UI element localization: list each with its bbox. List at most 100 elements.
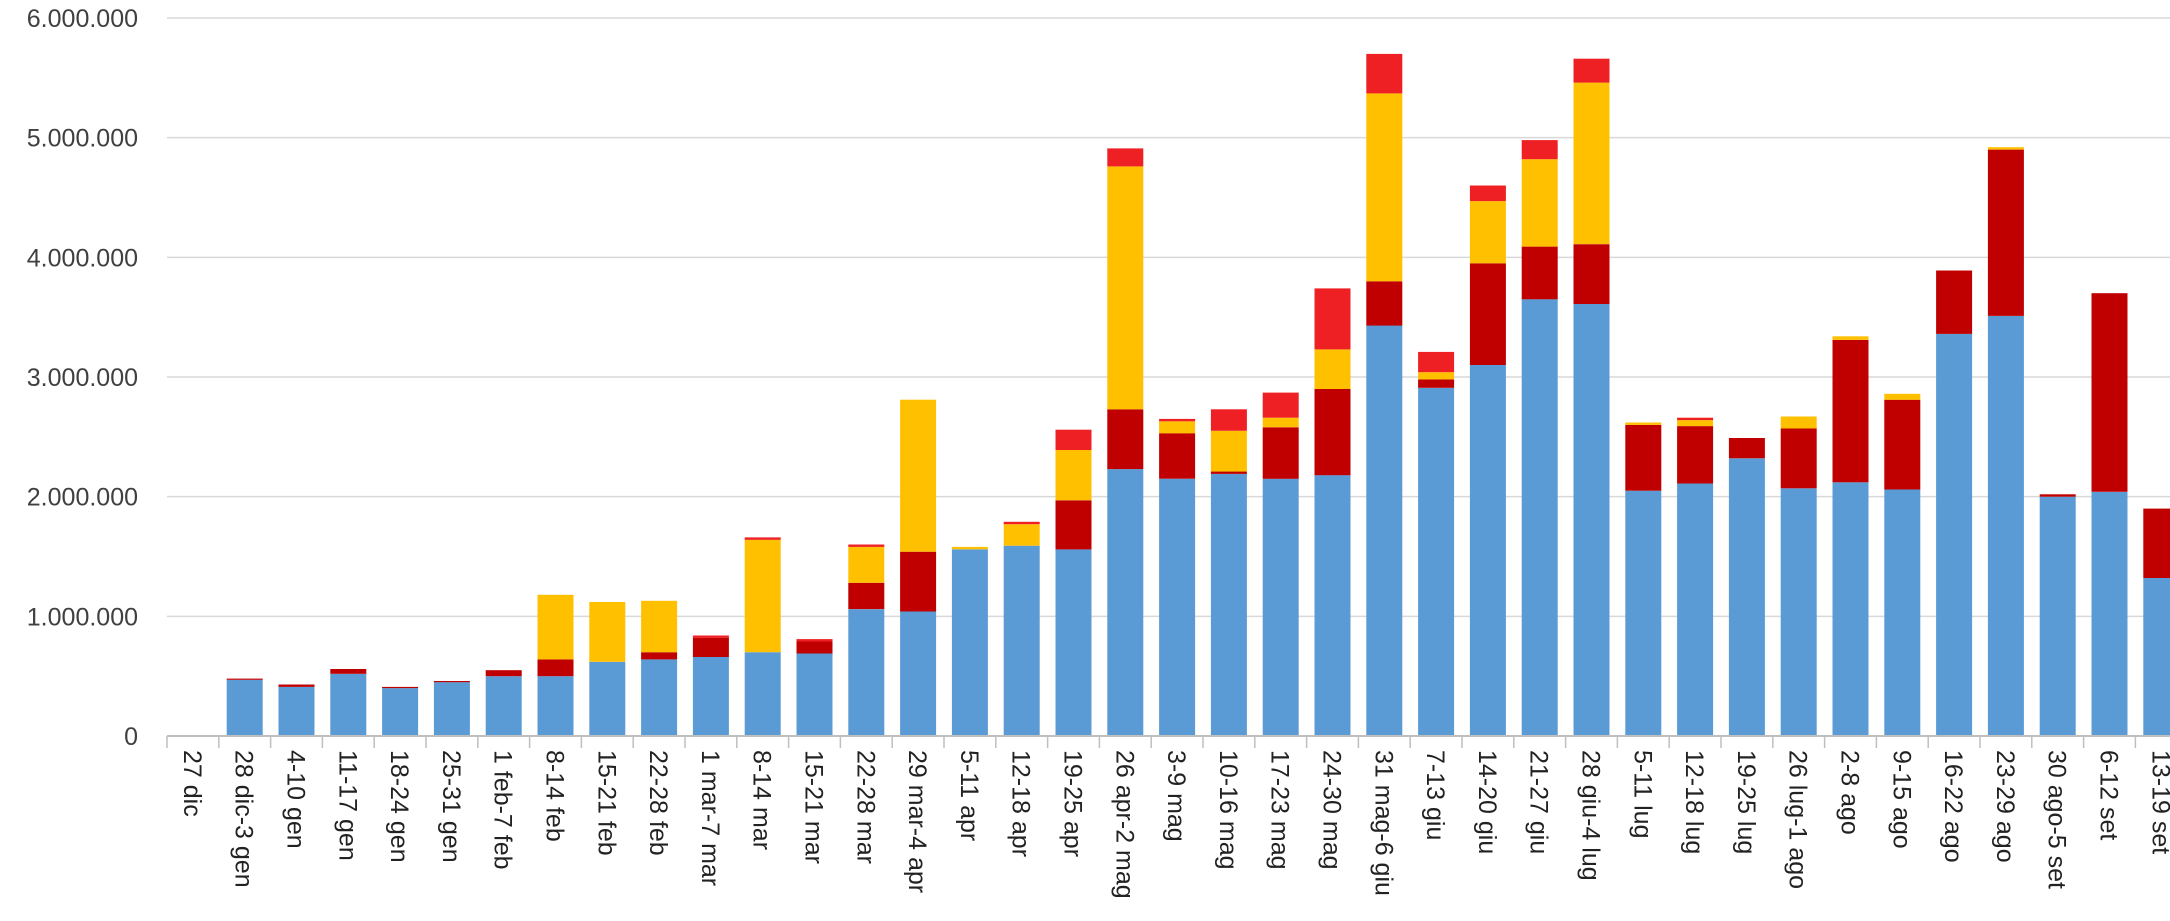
bar-segment-s0-10 bbox=[692, 657, 729, 736]
x-tick-label: 17-23 mag bbox=[1266, 750, 1294, 870]
x-tick-label: 24-30 mag bbox=[1318, 750, 1346, 870]
bar-segment-s0-8 bbox=[589, 661, 626, 736]
bar-segment-s0-27 bbox=[1573, 304, 1610, 736]
bar-segment-s2-19 bbox=[1159, 421, 1196, 434]
bar-segment-s0-7 bbox=[537, 676, 574, 736]
bar-segment-s3-18 bbox=[1107, 148, 1144, 167]
bar-segment-s3-29 bbox=[1677, 417, 1714, 421]
bar-segment-s0-24 bbox=[1418, 387, 1455, 736]
bar-segment-s1-12 bbox=[796, 641, 833, 654]
bar-segment-s0-18 bbox=[1107, 469, 1144, 736]
bar-segment-s3-21 bbox=[1262, 392, 1299, 418]
bar-segment-s0-31 bbox=[1780, 488, 1817, 736]
x-tick-label: 19-25 lug bbox=[1732, 750, 1760, 854]
x-tick-label: 19-25 apr bbox=[1059, 750, 1087, 857]
bar-segment-s1-20 bbox=[1210, 471, 1247, 474]
y-tick-label: 3.000.000 bbox=[27, 364, 138, 392]
y-tick-label: 0 bbox=[124, 723, 138, 751]
x-tick-label: 27 dic bbox=[178, 750, 206, 817]
bar-segment-s1-37 bbox=[2091, 293, 2128, 492]
x-tick-label: 8-14 feb bbox=[541, 750, 569, 842]
bar-segment-s2-13 bbox=[848, 546, 885, 583]
bar-segment-s0-9 bbox=[641, 659, 678, 736]
bar-segment-s0-19 bbox=[1159, 478, 1196, 736]
x-tick-label: 6-12 set bbox=[2095, 750, 2123, 840]
x-tick-label: 7-13 giu bbox=[1421, 750, 1449, 840]
bar-segment-s2-22 bbox=[1314, 349, 1351, 389]
bar-segment-s2-17 bbox=[1055, 450, 1092, 501]
bar-segment-s1-13 bbox=[848, 582, 885, 610]
bar-segment-s0-22 bbox=[1314, 475, 1351, 736]
bar-segment-s1-27 bbox=[1573, 244, 1610, 304]
bar-segment-s0-29 bbox=[1677, 483, 1714, 736]
bar-segment-s2-18 bbox=[1107, 166, 1144, 410]
bar-segment-s1-7 bbox=[537, 659, 574, 677]
bar-segment-s1-28 bbox=[1625, 424, 1662, 491]
bar-segment-s1-9 bbox=[641, 652, 678, 660]
bar-segment-s2-7 bbox=[537, 594, 574, 660]
y-axis-tick-labels: 0 1.000.000 2.000.000 3.000.000 4.000.000 5.0… bbox=[27, 5, 138, 751]
bar-segment-s0-6 bbox=[485, 676, 522, 736]
bar-segment-s3-16 bbox=[1003, 521, 1040, 525]
x-tick-label: 16-22 ago bbox=[1939, 750, 1967, 863]
bar-segment-s2-35 bbox=[1987, 147, 2024, 150]
bar-segment-s2-28 bbox=[1625, 422, 1662, 425]
bar-segment-s2-21 bbox=[1262, 417, 1299, 428]
bar-segment-s1-10 bbox=[692, 637, 729, 657]
x-tick-label: 15-21 mar bbox=[800, 750, 828, 864]
x-tick-label: 25-31 gen bbox=[437, 750, 465, 863]
bar-segment-s0-12 bbox=[796, 653, 833, 736]
y-tick-label: 4.000.000 bbox=[27, 244, 138, 272]
bar-segment-s3-12 bbox=[796, 639, 833, 642]
bar-segment-s1-1 bbox=[226, 678, 263, 680]
bar-segment-s2-15 bbox=[951, 546, 988, 550]
bar-segment-s0-13 bbox=[848, 609, 885, 736]
bar-segment-s0-21 bbox=[1262, 478, 1299, 736]
bar-segment-s1-35 bbox=[1987, 149, 2024, 316]
bar-segment-s0-35 bbox=[1987, 316, 2024, 736]
bar-segment-s1-3 bbox=[330, 669, 367, 674]
bar-segment-s3-20 bbox=[1210, 409, 1247, 431]
bar-segment-s0-36 bbox=[2039, 496, 2076, 736]
bar-segment-s0-17 bbox=[1055, 549, 1092, 736]
bar-segment-s3-11 bbox=[744, 537, 781, 540]
bar-segment-s1-19 bbox=[1159, 433, 1196, 479]
bar-segment-s0-23 bbox=[1366, 325, 1403, 736]
bar-segment-s2-26 bbox=[1521, 159, 1558, 247]
bar-segment-s2-23 bbox=[1366, 93, 1403, 282]
bar-segment-s1-32 bbox=[1832, 339, 1869, 483]
bar-segment-s0-28 bbox=[1625, 490, 1662, 736]
bar-segment-s3-26 bbox=[1521, 140, 1558, 160]
bar-segment-s1-31 bbox=[1780, 428, 1817, 489]
x-tick-label: 28 giu-4 lug bbox=[1577, 750, 1605, 881]
bar-segment-s3-24 bbox=[1418, 351, 1455, 373]
x-tick-label: 30 ago-5 set bbox=[2043, 750, 2071, 889]
bar-segment-s2-33 bbox=[1884, 393, 1921, 400]
bar-segment-s0-11 bbox=[744, 652, 781, 736]
bar-segment-s1-6 bbox=[485, 670, 522, 677]
bar-segment-s0-25 bbox=[1469, 365, 1506, 736]
bar-segment-s0-38 bbox=[2143, 578, 2170, 736]
bar-segment-s1-23 bbox=[1366, 281, 1403, 326]
bar-segment-s1-33 bbox=[1884, 399, 1921, 490]
bar-segment-s2-27 bbox=[1573, 82, 1610, 245]
bar-segment-s3-25 bbox=[1469, 185, 1506, 202]
bar-segment-s1-29 bbox=[1677, 426, 1714, 484]
bar-segment-s2-16 bbox=[1003, 524, 1040, 546]
x-tick-label: 26 lug-1 ago bbox=[1784, 750, 1812, 889]
x-tick-label: 26 apr-2 mag bbox=[1110, 750, 1138, 899]
x-tick-label: 22-28 feb bbox=[644, 750, 672, 856]
bars bbox=[226, 53, 2170, 736]
bar-segment-s0-3 bbox=[330, 673, 367, 736]
bar-segment-s1-5 bbox=[433, 681, 470, 683]
bar-segment-s1-30 bbox=[1728, 438, 1765, 459]
bar-segment-s3-22 bbox=[1314, 288, 1351, 350]
bar-segment-s1-17 bbox=[1055, 500, 1092, 550]
x-tick-label: 9-15 ago bbox=[1887, 750, 1915, 849]
bar-segment-s2-14 bbox=[900, 399, 937, 552]
x-tick-label: 1 mar-7 mar bbox=[696, 750, 724, 886]
bar-segment-s3-10 bbox=[692, 635, 729, 638]
bar-segment-s0-26 bbox=[1521, 299, 1558, 736]
x-tick-label: 18-24 gen bbox=[385, 750, 413, 863]
